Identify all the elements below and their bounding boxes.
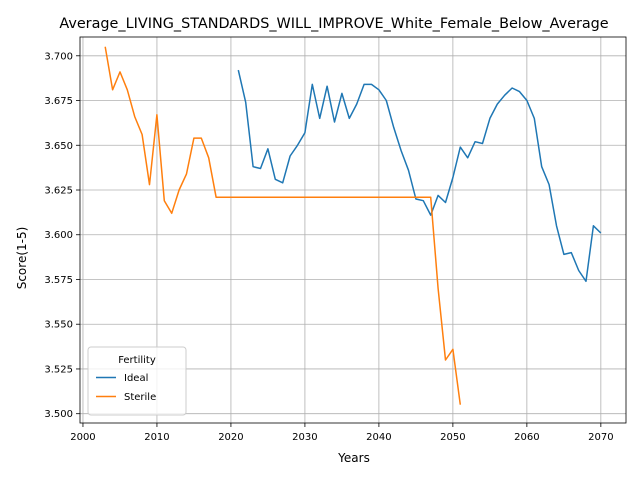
x-axis: 2000 2010 2020 2030 2040 2050 2060 2070 [70, 423, 614, 443]
x-tick-label: 2070 [588, 432, 613, 443]
y-tick-label: 3.700 [44, 51, 73, 62]
y-axis-label: Score(1-5) [15, 227, 29, 290]
y-tick-label: 3.625 [44, 186, 73, 197]
legend: Fertility Ideal Sterile [87, 346, 187, 416]
y-tick-label: 3.525 [44, 364, 73, 375]
x-tick-label: 2030 [292, 432, 317, 443]
legend-title: Fertility [118, 355, 156, 366]
legend-box [87, 346, 187, 416]
plot-frame [79, 36, 627, 424]
x-tick-label: 2020 [218, 432, 243, 443]
series-line-sterile [104, 46, 462, 405]
y-tick-label: 3.650 [44, 141, 73, 152]
x-tick-label: 2000 [70, 432, 95, 443]
legend-label-ideal: Ideal [124, 373, 148, 384]
y-axis: 3.500 3.525 3.550 3.575 3.600 3.625 3.650 3.675… [44, 51, 80, 420]
y-tick-label: 3.550 [44, 320, 73, 331]
y-tick-label: 3.575 [44, 275, 73, 286]
x-tick-label: 2060 [514, 432, 539, 443]
x-tick-label: 2040 [366, 432, 391, 443]
y-tick-label: 3.675 [44, 96, 73, 107]
legend-label-sterile: Sterile [124, 392, 156, 403]
x-tick-label: 2050 [440, 432, 465, 443]
x-tick-label: 2010 [144, 432, 169, 443]
y-tick-label: 3.500 [44, 409, 73, 420]
chart-title: Average_LIVING_STANDARDS_WILL_IMPROVE_Wh… [59, 16, 608, 32]
x-axis-label: Years [337, 451, 370, 465]
series-line-ideal [237, 69, 602, 283]
y-tick-label: 3.600 [44, 230, 73, 241]
series-lines [104, 46, 602, 405]
